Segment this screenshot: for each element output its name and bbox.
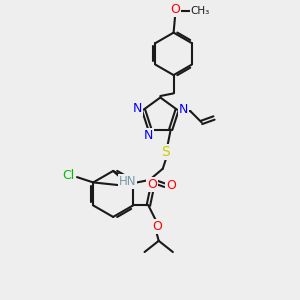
Text: O: O bbox=[170, 2, 180, 16]
Text: HN: HN bbox=[119, 175, 136, 188]
Text: CH₃: CH₃ bbox=[190, 6, 210, 16]
Text: N: N bbox=[179, 103, 188, 116]
Text: O: O bbox=[152, 220, 162, 233]
Text: Cl: Cl bbox=[62, 169, 74, 182]
Text: O: O bbox=[167, 179, 176, 192]
Text: N: N bbox=[144, 130, 153, 142]
Text: S: S bbox=[161, 145, 170, 159]
Text: N: N bbox=[132, 102, 142, 115]
Text: O: O bbox=[147, 178, 157, 191]
